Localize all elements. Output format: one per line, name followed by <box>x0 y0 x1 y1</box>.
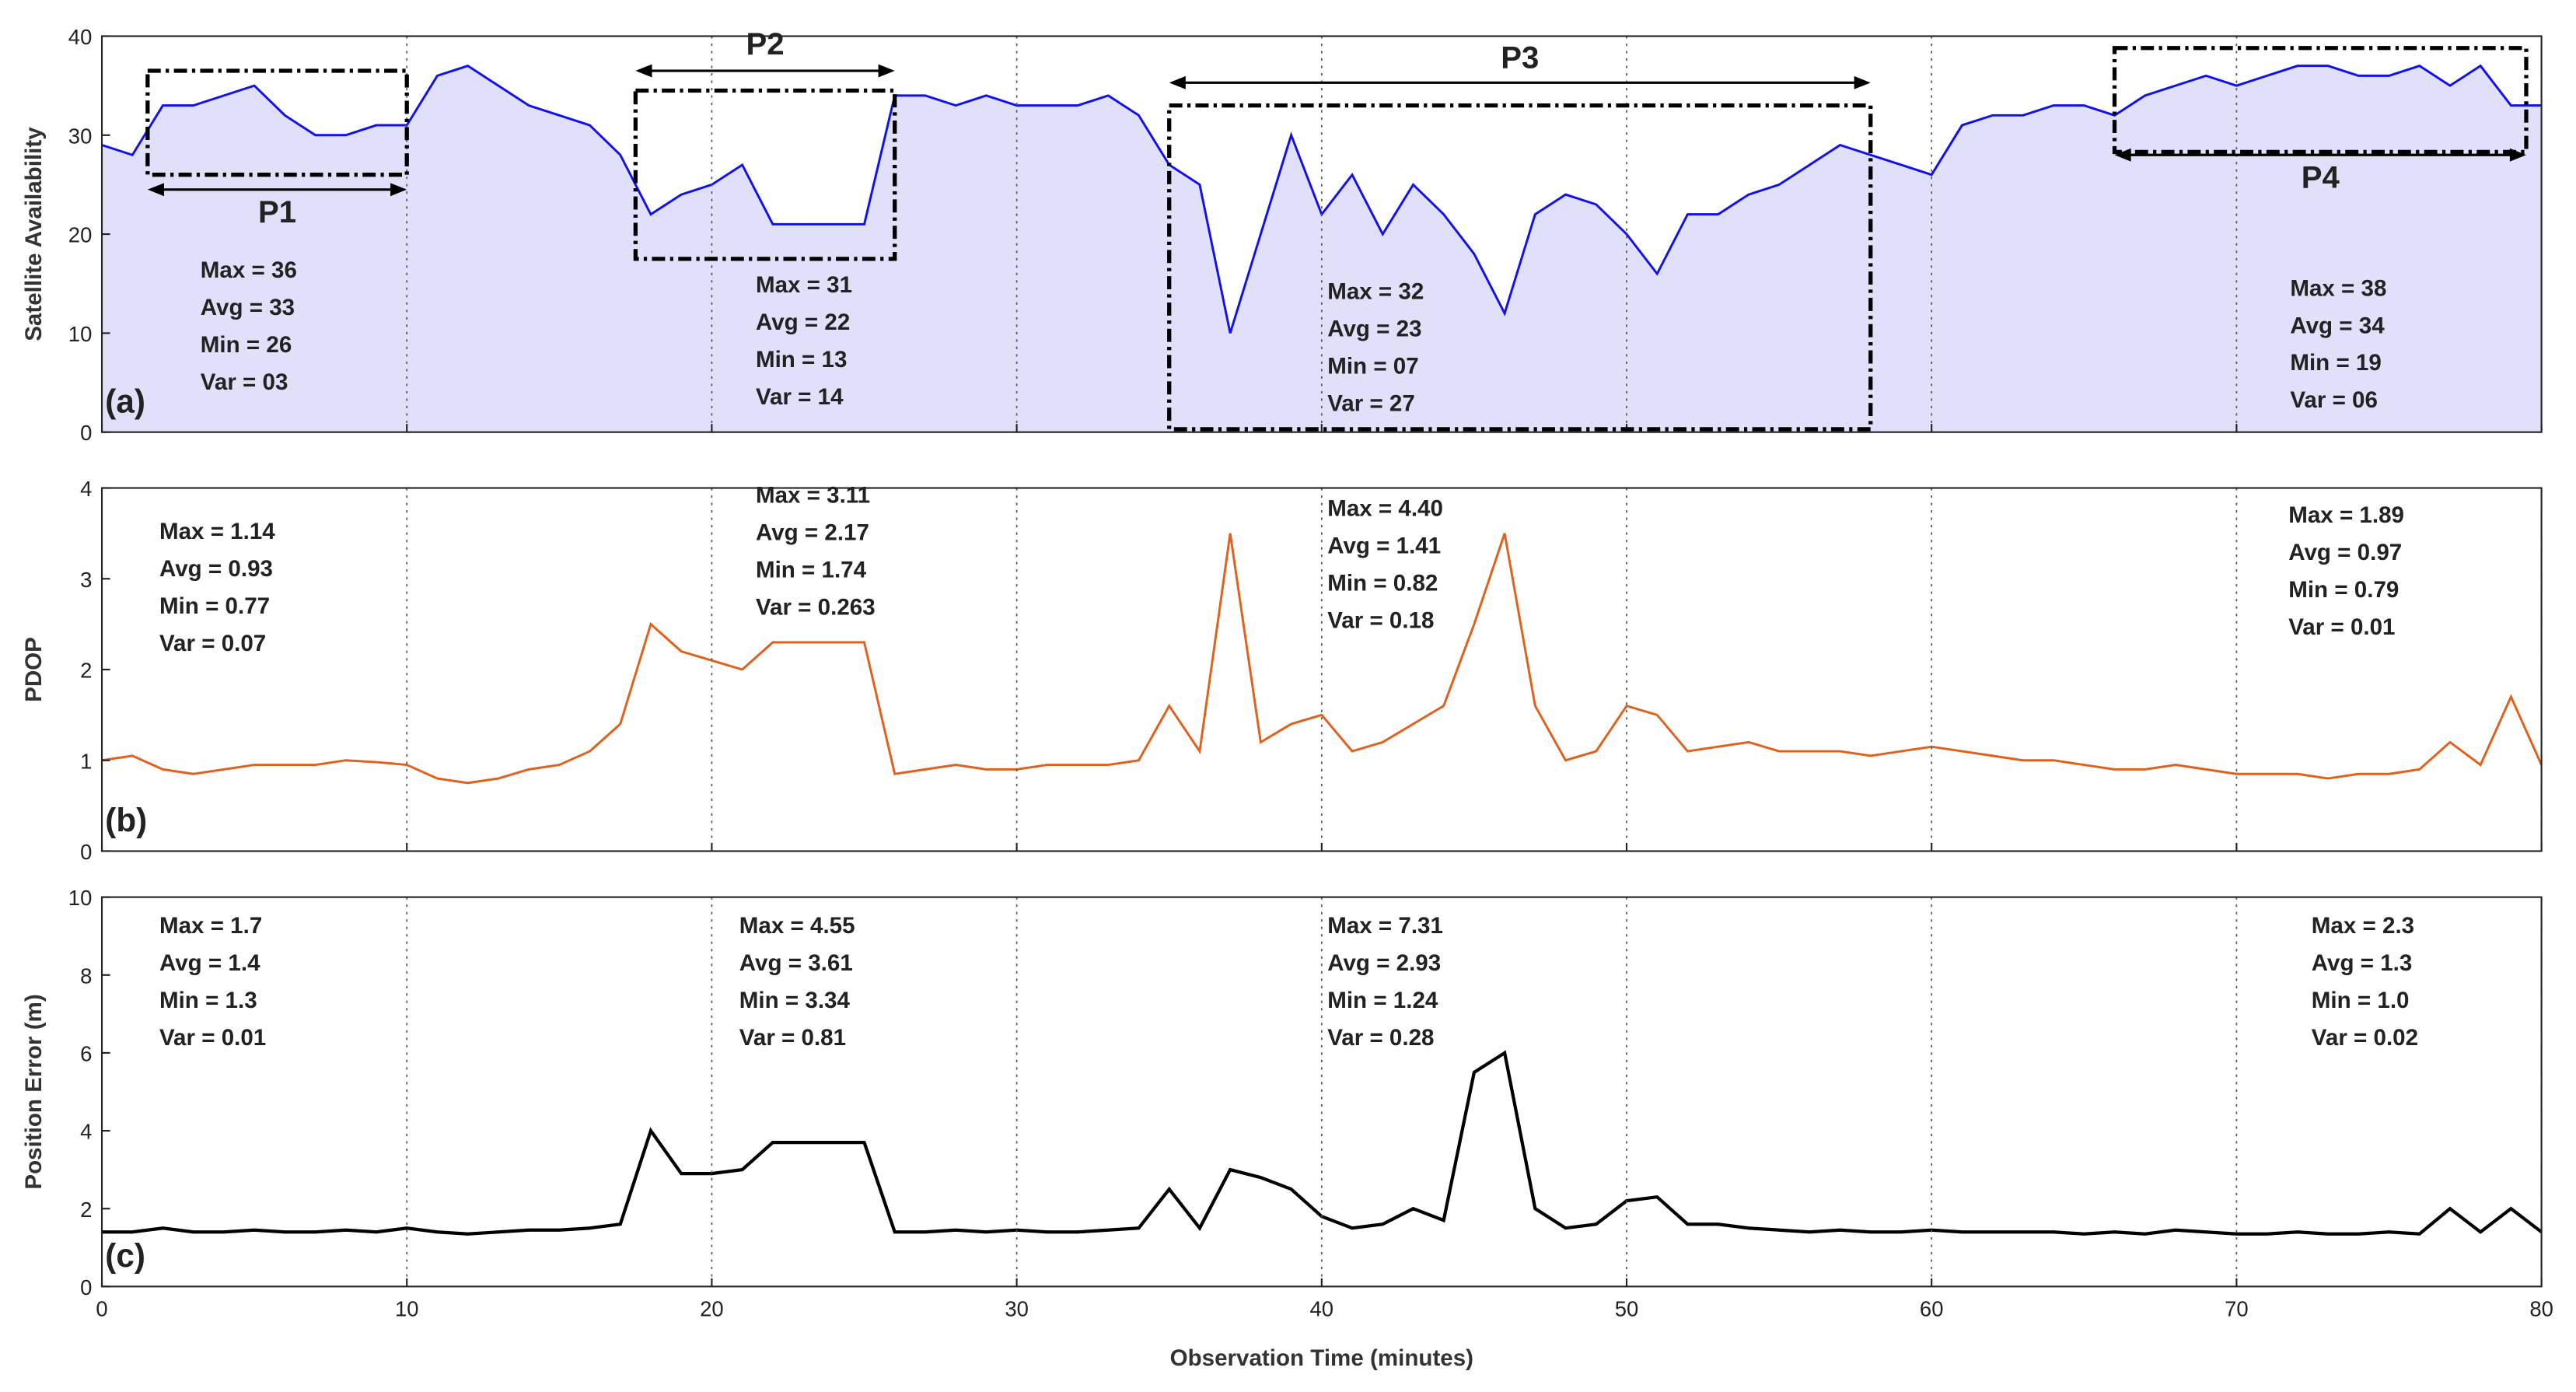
x-tick-label: 0 <box>96 1296 107 1320</box>
stat-text: Max = 32 <box>1327 279 1424 305</box>
y-tick-label: 10 <box>68 322 93 346</box>
stat-text: Avg = 34 <box>2290 313 2385 338</box>
stat-text: Avg = 0.93 <box>159 556 273 582</box>
stat-text: Max = 1.14 <box>159 519 275 544</box>
y-tick-label: 3 <box>80 568 92 592</box>
line <box>101 533 2543 785</box>
stat-text: Var = 0.263 <box>756 594 876 620</box>
stat-text: Min = 0.82 <box>1327 570 1438 596</box>
x-axis-label: Observation Time (minutes) <box>1170 1345 1473 1371</box>
stat-text: Min = 0.79 <box>2288 577 2399 603</box>
x-tick-label: 10 <box>395 1296 419 1320</box>
x-tick-label: 50 <box>1615 1296 1639 1320</box>
stat-text: Min = 1.24 <box>1327 988 1438 1013</box>
stat-text: Min = 19 <box>2290 350 2381 376</box>
y-tick-label: 10 <box>68 886 93 910</box>
stat-text: Max = 31 <box>756 272 852 298</box>
stat-text: Var = 06 <box>2290 387 2378 413</box>
y-tick-label: 0 <box>80 1275 92 1299</box>
stat-text: Max = 1.89 <box>2288 502 2404 528</box>
y-tick-label: 1 <box>80 749 92 773</box>
axes-frame <box>100 896 2543 1288</box>
y-tick-label: 0 <box>80 840 92 864</box>
stat-text: Min = 13 <box>756 347 847 372</box>
y-tick-label: 6 <box>80 1041 92 1065</box>
stat-text: Var = 0.02 <box>2312 1025 2418 1051</box>
region-box <box>2112 46 2529 155</box>
stat-text: Avg = 23 <box>1327 316 1421 341</box>
x-tick-label: 70 <box>2225 1296 2249 1320</box>
stat-text: Max = 4.55 <box>739 913 855 939</box>
region-label: P3 <box>1501 40 1539 75</box>
y-axis-label: Satellite Availability <box>21 127 47 341</box>
subplot: 0 10 20 30 40 Satellite Availability (a) P1 P2 P3… <box>21 25 2543 445</box>
y-tick-label: 4 <box>80 477 92 501</box>
stat-text: Avg = 22 <box>756 310 850 335</box>
y-tick-label: 40 <box>68 25 93 49</box>
stat-text: Avg = 3.61 <box>739 950 853 976</box>
y-axis-label: PDOP <box>21 637 47 702</box>
stat-text: Min = 3.34 <box>739 988 851 1013</box>
y-tick-label: 8 <box>80 964 92 988</box>
stat-text: Var = 27 <box>1327 390 1415 416</box>
stat-text: Max = 3.11 <box>756 483 870 509</box>
stat-text: Var = 0.01 <box>2288 614 2395 640</box>
y-axis-label: Position Error (m) <box>21 994 47 1189</box>
x-tick-label: 20 <box>700 1296 724 1320</box>
stat-text: Max = 7.31 <box>1327 913 1443 939</box>
stat-text: Avg = 2.17 <box>756 519 869 545</box>
y-tick-label: 2 <box>80 659 92 683</box>
region-label: P2 <box>746 26 785 61</box>
x-tick-label: 60 <box>1920 1296 1944 1320</box>
stat-text: Var = 0.81 <box>739 1025 846 1051</box>
stat-text: Var = 0.07 <box>159 631 266 656</box>
stat-text: Avg = 1.41 <box>1327 533 1441 558</box>
y-tick-label: 4 <box>80 1120 92 1144</box>
stat-text: Avg = 1.4 <box>159 950 260 976</box>
region-box <box>145 68 409 177</box>
panel-label: (a) <box>105 383 145 419</box>
x-tick-label: 80 <box>2529 1296 2553 1320</box>
stat-text: Max = 2.3 <box>2312 913 2414 939</box>
stat-text: Min = 07 <box>1327 353 1418 379</box>
stat-text: Min = 26 <box>201 332 292 358</box>
x-tick-label: 30 <box>1005 1296 1029 1320</box>
stat-text: Avg = 2.93 <box>1327 950 1441 976</box>
region-label: P1 <box>258 194 296 229</box>
region-box <box>1167 103 1873 432</box>
panel-label: (c) <box>105 1237 145 1274</box>
axes-frame <box>100 487 2543 852</box>
stat-text: Min = 1.0 <box>2312 988 2410 1013</box>
stat-text: Min = 1.3 <box>159 988 257 1013</box>
subplot: 0 10 20 30 40 50 60 70 80 0 2 4 6 8 10 Position Error (… <box>21 886 2553 1371</box>
stat-text: Min = 1.74 <box>756 557 867 582</box>
y-tick-label: 2 <box>80 1198 92 1222</box>
region-box <box>633 88 897 261</box>
stat-text: Var = 0.28 <box>1327 1025 1434 1051</box>
stat-text: Max = 38 <box>2290 275 2386 301</box>
subplot: 0 1 2 3 4 PDOP (b) Max = 1.14 Avg = 0.93 Min = 0.… <box>21 477 2543 864</box>
stat-text: Var = 14 <box>756 384 844 410</box>
stat-text: Max = 4.40 <box>1327 495 1443 521</box>
y-tick-label: 0 <box>80 421 92 445</box>
stat-text: Max = 1.7 <box>159 913 262 939</box>
axes-frame <box>100 35 2543 433</box>
plot-area <box>102 488 2542 852</box>
stat-text: Max = 36 <box>201 257 297 283</box>
panel-label: (b) <box>105 802 147 838</box>
stat-text: Var = 0.18 <box>1327 607 1434 633</box>
stat-text: Var = 03 <box>201 369 288 395</box>
stat-text: Avg = 33 <box>201 295 295 320</box>
stat-text: Avg = 0.97 <box>2288 540 2402 565</box>
stat-text: Min = 0.77 <box>159 593 270 619</box>
x-tick-label: 40 <box>1310 1296 1334 1320</box>
stat-text: Var = 0.01 <box>159 1025 266 1051</box>
y-tick-label: 20 <box>68 223 93 247</box>
y-tick-label: 30 <box>68 124 93 148</box>
region-label: P4 <box>2302 159 2340 194</box>
stat-text: Avg = 1.3 <box>2312 950 2413 976</box>
